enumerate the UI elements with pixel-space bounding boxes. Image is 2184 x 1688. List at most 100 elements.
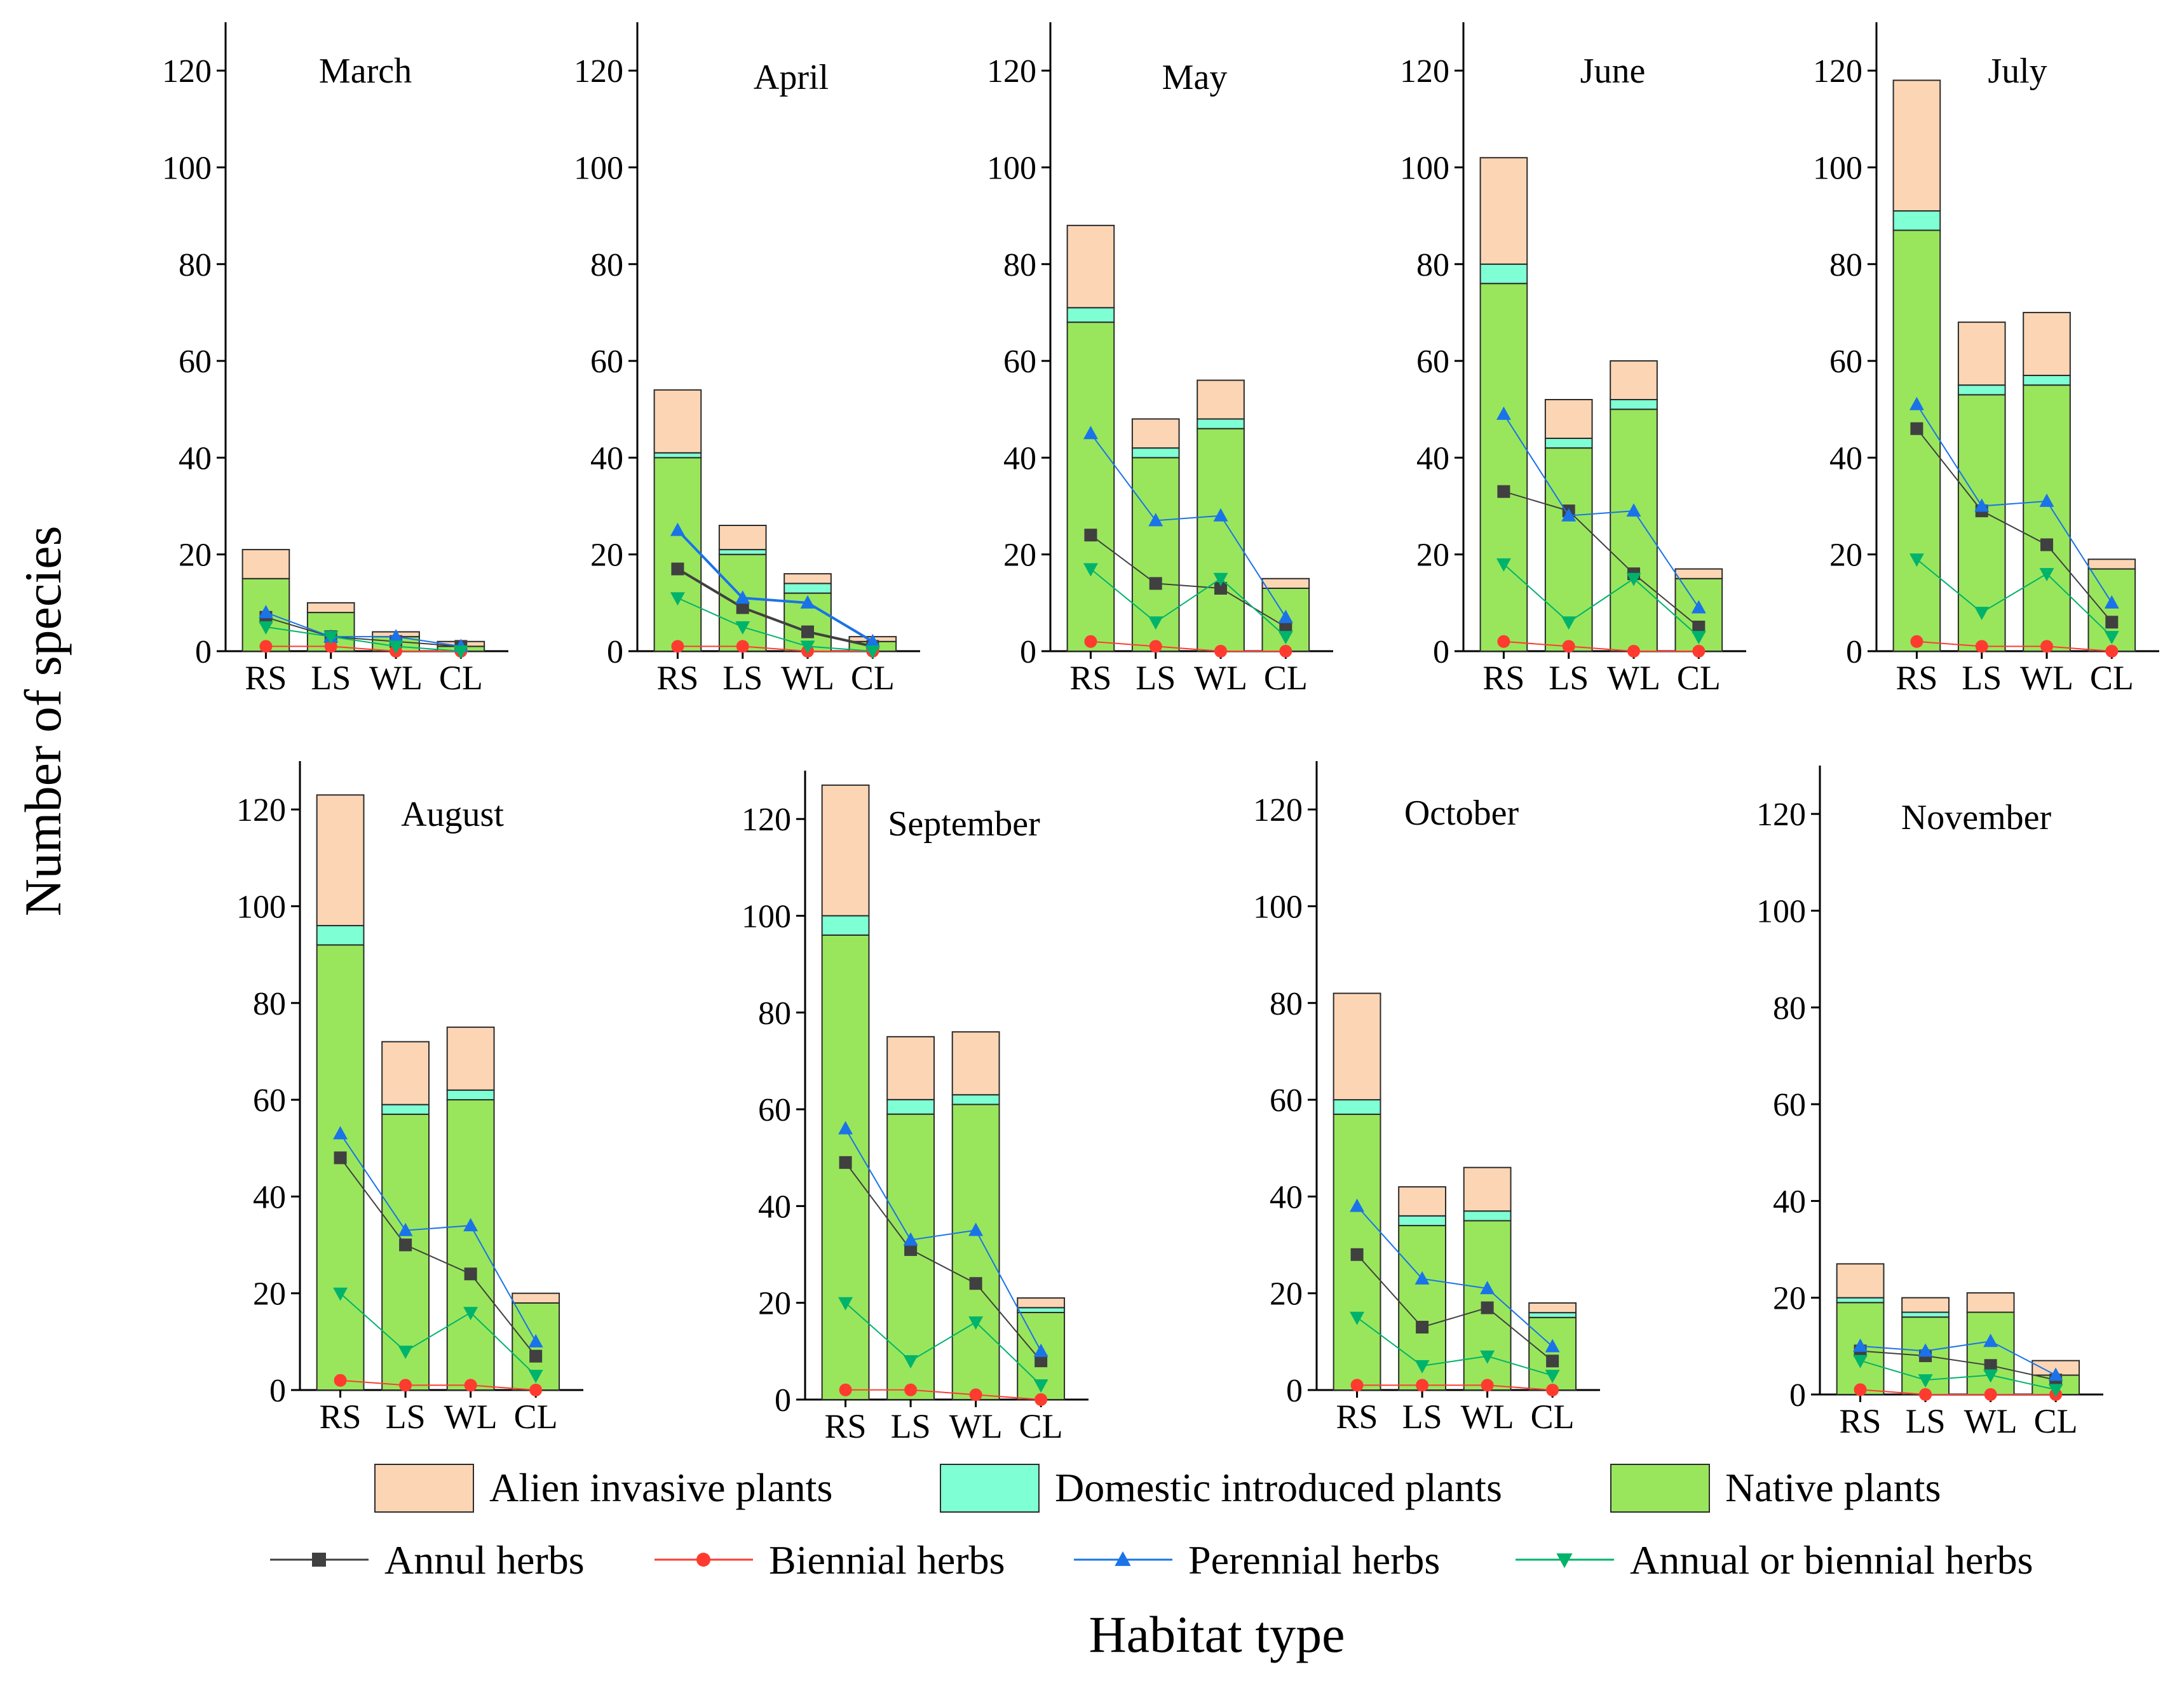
- annual_biennial-point: [800, 640, 815, 654]
- x-tick-label: WL: [781, 659, 834, 697]
- legend-label-perennial: Perennial herbs: [1188, 1537, 1440, 1583]
- y-tick-label: 100: [1253, 889, 1303, 925]
- biennial-line: [677, 645, 873, 652]
- bar-native: [1479, 283, 1528, 652]
- annual_biennial-point: [1853, 1354, 1868, 1368]
- x-tick-label: CL: [1677, 659, 1721, 697]
- annual_biennial-point: [453, 645, 468, 659]
- x-tick-label: CL: [2034, 1402, 2078, 1440]
- perennial-point: [1983, 1334, 1998, 1347]
- bar-domestic: [1957, 384, 2006, 396]
- bar-alien: [2023, 311, 2071, 376]
- annual_biennial-point: [1496, 558, 1511, 572]
- bar-alien: [1957, 321, 2006, 386]
- y-tick-label: 100: [574, 150, 623, 186]
- bar-alien: [241, 549, 290, 579]
- annual-line: [677, 567, 873, 648]
- bar-domestic: [1479, 263, 1528, 285]
- bar-domestic: [1892, 210, 1941, 231]
- x-tick-label: WL: [369, 659, 423, 697]
- x-tick-label: CL: [439, 659, 483, 697]
- y-tick-label: 120: [1756, 797, 1806, 833]
- biennial-point: [1214, 645, 1228, 658]
- y-tick-label: 20: [758, 1286, 791, 1322]
- bar-alien: [783, 573, 832, 584]
- perennial-point: [258, 605, 273, 619]
- biennial-point: [1497, 635, 1510, 648]
- perennial-line: [1090, 433, 1287, 618]
- x-tick-label: WL: [444, 1398, 498, 1436]
- bar-alien: [1479, 157, 1528, 265]
- legend: Alien invasive plants Domestic introduced…: [270, 1464, 2033, 1583]
- biennial-point: [969, 1388, 982, 1401]
- y-tick-label: 120: [574, 53, 623, 90]
- biennial-point: [1546, 1384, 1559, 1396]
- y-tick-label: 80: [1829, 247, 1862, 283]
- annual-point: [904, 1243, 918, 1256]
- y-tick-label: 80: [758, 996, 791, 1032]
- biennial-point: [334, 1374, 347, 1387]
- x-tick-label: RS: [825, 1407, 867, 1445]
- x-tick-label: RS: [1482, 659, 1524, 697]
- bar-alien: [1544, 399, 1593, 439]
- annual_biennial-point: [398, 1346, 413, 1360]
- x-tick-label: LS: [1402, 1398, 1442, 1436]
- perennial-line: [1860, 1340, 2056, 1376]
- x-tick-label: LS: [386, 1398, 426, 1436]
- perennial-point: [865, 633, 880, 647]
- biennial-line: [845, 1389, 1041, 1400]
- bar-alien: [1901, 1297, 1950, 1313]
- bar-alien: [1333, 992, 1381, 1101]
- y-tick-label: 40: [590, 440, 623, 476]
- biennial-point: [1481, 1379, 1494, 1392]
- panel-may: 0 20 40 60 80 100 120 RS LS WL CL May: [987, 22, 1333, 697]
- y-tick-label: 0: [775, 1382, 791, 1419]
- bar-native: [2023, 384, 2071, 652]
- y-tick-label: 80: [1003, 247, 1036, 283]
- annual_biennial-point: [670, 592, 685, 606]
- x-tick-label: WL: [2020, 659, 2073, 697]
- y-tick-label: 60: [1773, 1087, 1806, 1123]
- annual_biennial-point: [735, 621, 750, 635]
- y-tick-label: 0: [607, 634, 623, 670]
- panel-april: 0 20 40 60 80 100 120 RS LS WL CL April: [574, 22, 920, 697]
- y-tick-label: 100: [1813, 150, 1862, 186]
- y-tick-label: 20: [179, 537, 212, 574]
- y-tick-label: 0: [269, 1373, 286, 1409]
- annual-line: [1860, 1350, 2056, 1381]
- perennial-point: [670, 522, 685, 536]
- annual_biennial-line: [677, 597, 873, 652]
- bar-domestic: [783, 583, 832, 594]
- perennial-line: [1916, 404, 2113, 604]
- perennial-line: [266, 612, 461, 647]
- panel-title: March: [319, 51, 412, 91]
- y-tick-label: 120: [1400, 53, 1449, 90]
- legend-swatch-alien: [374, 1464, 474, 1513]
- bar-domestic: [2023, 374, 2071, 386]
- bar-domestic: [653, 452, 702, 459]
- perennial-point: [1974, 498, 1990, 512]
- panel-july: 0 20 40 60 80 100 120 RS LS WL CL July: [1813, 22, 2159, 697]
- perennial-point: [1350, 1198, 1365, 1212]
- annual-point: [1481, 1301, 1494, 1314]
- biennial-point: [1149, 640, 1162, 653]
- annual-line: [1356, 1254, 1553, 1362]
- x-tick-label: RS: [1896, 659, 1937, 697]
- y-tick-label: 0: [1433, 634, 1449, 670]
- biennial-point: [671, 640, 684, 653]
- y-tick-label: 80: [253, 986, 286, 1022]
- y-tick-label: 100: [1400, 150, 1449, 186]
- bar-domestic: [1544, 437, 1593, 449]
- biennial-point: [464, 1379, 477, 1392]
- annual_biennial-point: [1626, 572, 1641, 586]
- annual-point: [1149, 577, 1162, 590]
- y-tick-label: 120: [162, 53, 212, 90]
- x-tick-label: CL: [2090, 659, 2134, 697]
- perennial-point: [463, 1218, 478, 1232]
- legend-label-native: Native plants: [1725, 1465, 1941, 1510]
- annual_biennial-point: [528, 1370, 543, 1384]
- x-tick-label: LS: [1549, 659, 1589, 697]
- annual_biennial-point: [1480, 1350, 1495, 1364]
- bar-alien: [1836, 1263, 1885, 1299]
- perennial-point: [838, 1121, 853, 1135]
